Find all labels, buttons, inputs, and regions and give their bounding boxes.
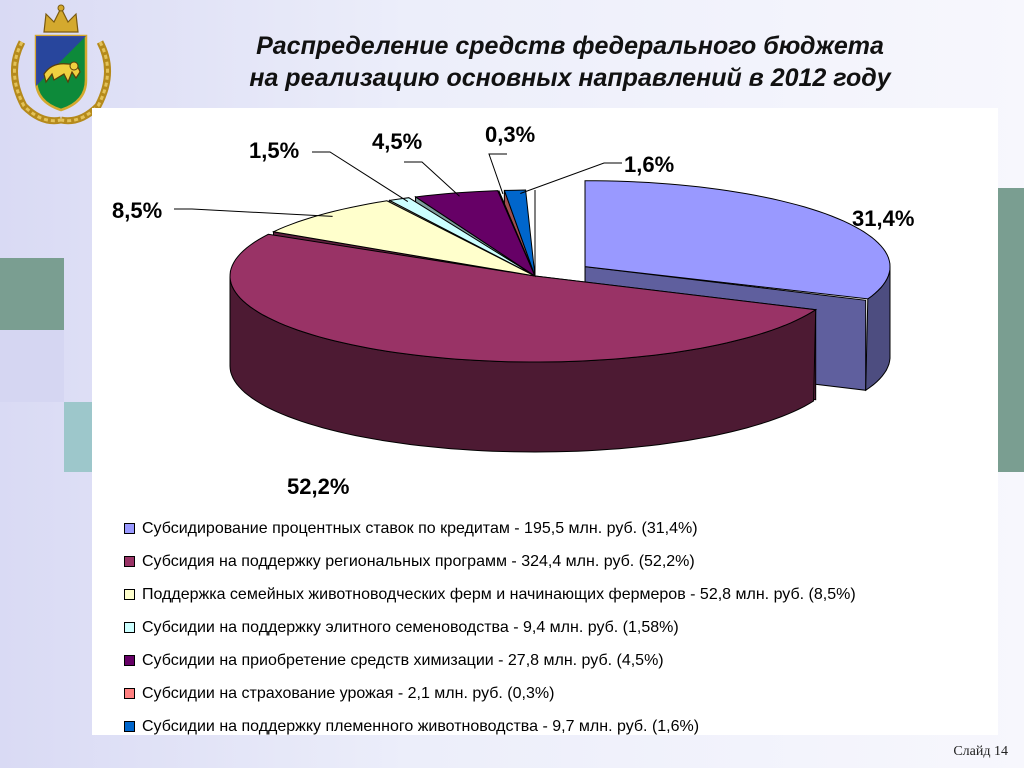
slide-title: Распределение средств федерального бюдже…	[150, 30, 990, 94]
legend-swatch	[124, 688, 135, 699]
legend-swatch	[124, 556, 135, 567]
legend-item: Поддержка семейных животноводческих ферм…	[122, 578, 982, 611]
data-label: 4,5%	[372, 129, 422, 154]
legend-label: Субсидия на поддержку региональных прогр…	[142, 552, 695, 570]
leader-line	[520, 162, 622, 194]
leader-line	[174, 208, 333, 217]
pie-chart: 31,4% 52,2% 8,5% 1,5% 4,5% 0,3% 1,6%	[112, 122, 914, 499]
leader-line	[488, 153, 507, 195]
legend-swatch	[124, 721, 135, 732]
left-decor-bar-mid	[0, 330, 64, 402]
coat-of-arms-logo	[10, 4, 112, 125]
pie-slice	[388, 197, 536, 277]
pie-slice	[229, 233, 818, 363]
legend-swatch	[124, 622, 135, 633]
pie-slice	[584, 180, 891, 300]
legend-swatch	[124, 655, 135, 666]
legend-item: Субсидии на страхование урожая - 2,1 млн…	[122, 677, 982, 710]
legend-item: Субсидии на приобретение средств химизац…	[122, 644, 982, 677]
pie-slice	[498, 190, 536, 277]
data-label: 52,2%	[287, 474, 349, 499]
title-line-1: Распределение средств федерального бюдже…	[256, 32, 884, 60]
legend-swatch	[124, 523, 135, 534]
pie-slice	[503, 189, 536, 277]
leader-line	[312, 151, 409, 203]
legend-item: Субсидии на поддержку племенного животно…	[122, 710, 982, 743]
legend-item: Субсидирование процентных ставок по кред…	[122, 512, 982, 545]
legend-label: Субсидии на приобретение средств химизац…	[142, 651, 664, 669]
data-label: 31,4%	[852, 206, 914, 231]
data-label: 0,3%	[485, 122, 535, 147]
legend-label: Субсидии на страхование урожая - 2,1 млн…	[142, 684, 555, 702]
legend-swatch	[124, 589, 135, 600]
pie-slice	[271, 200, 536, 277]
data-label: 8,5%	[112, 198, 162, 223]
legend-label: Поддержка семейных животноводческих ферм…	[142, 585, 856, 603]
right-decor-bar	[998, 188, 1024, 472]
legend-item: Субсидия на поддержку региональных прогр…	[122, 545, 982, 578]
title-line-2: на реализацию основных направлений в 201…	[249, 64, 891, 92]
legend-item: Субсидии на поддержку элитного семеновод…	[122, 611, 982, 644]
chart-panel: 31,4% 52,2% 8,5% 1,5% 4,5% 0,3% 1,6% Субсидиро…	[92, 108, 998, 735]
data-label: 1,6%	[624, 152, 674, 177]
chart-legend: Субсидирование процентных ставок по кред…	[122, 512, 982, 743]
left-decor-bar-top	[0, 258, 64, 330]
legend-label: Субсидии на поддержку племенного животно…	[142, 717, 700, 735]
leader-line	[404, 161, 460, 197]
data-label: 1,5%	[249, 138, 299, 163]
left-decor-bar-bottom	[64, 402, 94, 472]
legend-label: Субсидирование процентных ставок по кред…	[142, 519, 698, 537]
legend-label: Субсидии на поддержку элитного семеновод…	[142, 618, 679, 636]
slide-number: Слайд 14	[953, 744, 1008, 759]
